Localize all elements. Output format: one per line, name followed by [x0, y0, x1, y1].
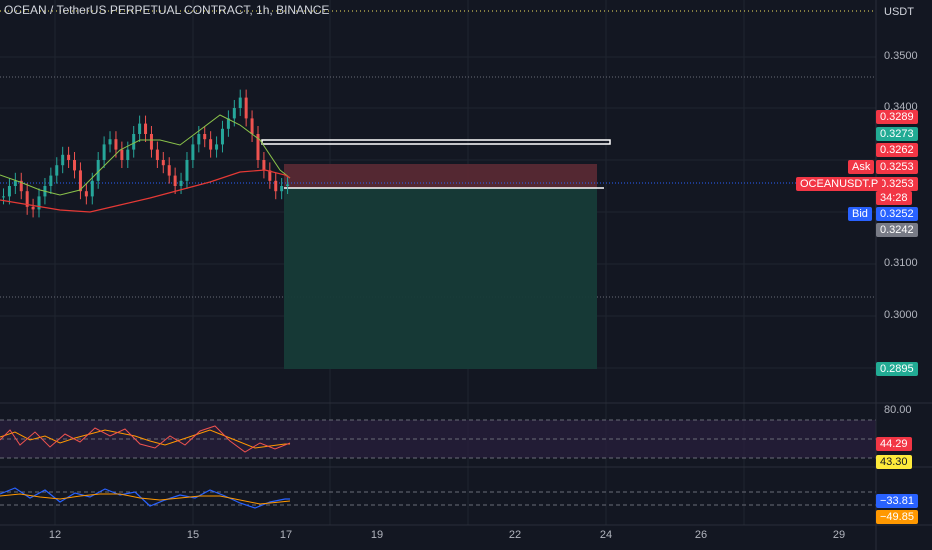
candle-body: [78, 170, 82, 192]
rsi-value-tag-2: 43.30: [876, 455, 912, 469]
time-tick: 24: [599, 529, 613, 541]
time-tick: 17: [279, 529, 293, 541]
candle-body: [173, 175, 177, 186]
candle-body: [73, 160, 77, 171]
moving-average-slow: [0, 169, 291, 213]
candle-body: [197, 134, 201, 145]
candle-body: [226, 118, 230, 129]
candle-body: [220, 128, 224, 145]
price-tick: 0.3100: [884, 257, 918, 269]
candle-body: [67, 154, 71, 160]
time-tick: 22: [508, 529, 522, 541]
price-tick: 0.3500: [884, 50, 918, 62]
candle-body: [132, 134, 136, 150]
candle-body: [120, 149, 124, 160]
time-tick: 19: [370, 529, 384, 541]
candle-body: [161, 160, 165, 166]
candle-body: [280, 186, 284, 192]
candles: [2, 89, 290, 218]
take-profit-zone[interactable]: [284, 188, 597, 369]
candle-body: [102, 144, 106, 160]
bid-price-tag: 0.3252: [876, 207, 918, 221]
candle-body: [61, 154, 65, 166]
candle-body: [203, 134, 207, 140]
price-tick: 0.3000: [884, 309, 918, 321]
candle-body: [262, 160, 266, 171]
candle-body: [244, 97, 248, 119]
rsi-tick: 80.00: [884, 404, 912, 416]
candle-body: [55, 165, 59, 176]
time-tick: 15: [186, 529, 200, 541]
time-tick: 29: [832, 529, 846, 541]
rsi-line-a: [0, 429, 290, 449]
currency-label[interactable]: USDT: [884, 6, 914, 18]
rsi-line-b: [0, 425, 291, 453]
symbol-label: OCEANUSDT.P: [796, 177, 883, 191]
candle-body: [114, 139, 118, 150]
candle-body: [144, 123, 148, 134]
candle-body: [2, 196, 5, 198]
chart-title: OCEAN / TetherUS PERPETUAL CONTRACT, 1h,…: [4, 3, 330, 17]
candle-body: [250, 118, 254, 134]
moving-average-fast: [0, 114, 291, 196]
candle-body: [191, 144, 195, 160]
osc-line-b: [0, 493, 291, 505]
candle-body: [232, 108, 236, 119]
candle-body: [25, 191, 29, 207]
time-tick: 12: [48, 529, 62, 541]
osc-value-tag-2: −49.85: [876, 510, 918, 524]
candle-body: [37, 196, 41, 210]
candle-body: [167, 165, 171, 176]
candle-body: [126, 149, 130, 160]
price-tag-0.3262: 0.3262: [876, 143, 918, 157]
candle-body: [7, 186, 11, 197]
candle-body: [49, 175, 53, 186]
drawn-rectangle[interactable]: [261, 139, 611, 145]
candle-body: [286, 184, 290, 186]
candle-body: [149, 134, 153, 150]
candle-body: [256, 134, 260, 160]
osc-value-tag-1: −33.81: [876, 494, 918, 508]
ask-price-tag: 0.3253: [876, 160, 918, 174]
bid-label: Bid: [848, 207, 872, 221]
candle-body: [209, 139, 213, 150]
candle-body: [215, 144, 219, 150]
last-price-tag: 0.3253: [876, 177, 918, 191]
price-tag-0.3289: 0.3289: [876, 110, 918, 124]
ask-label: Ask: [848, 160, 875, 174]
candle-body: [138, 123, 142, 134]
candle-body: [238, 97, 242, 108]
stop-loss-zone[interactable]: [284, 164, 597, 188]
candle-body: [108, 139, 112, 145]
candle-body: [96, 160, 100, 181]
rsi-value-tag-1: 44.29: [876, 437, 912, 451]
time-tick: 26: [694, 529, 708, 541]
candle-body: [155, 149, 159, 160]
low-price-tag: 0.3242: [876, 223, 918, 237]
candle-body: [19, 180, 23, 192]
candle-body: [13, 180, 17, 186]
candle-body: [179, 180, 183, 186]
candle-body: [31, 206, 35, 210]
candle-body: [84, 191, 88, 197]
candle-body: [274, 180, 278, 192]
price-tag-0.3273: 0.3273: [876, 127, 918, 141]
target-price-tag: 0.2895: [876, 362, 918, 376]
countdown-tag: 34:28: [876, 191, 912, 205]
candle-body: [268, 170, 272, 181]
candle-body: [185, 160, 189, 181]
candle-body: [90, 180, 94, 197]
osc-line-a: [0, 487, 290, 509]
